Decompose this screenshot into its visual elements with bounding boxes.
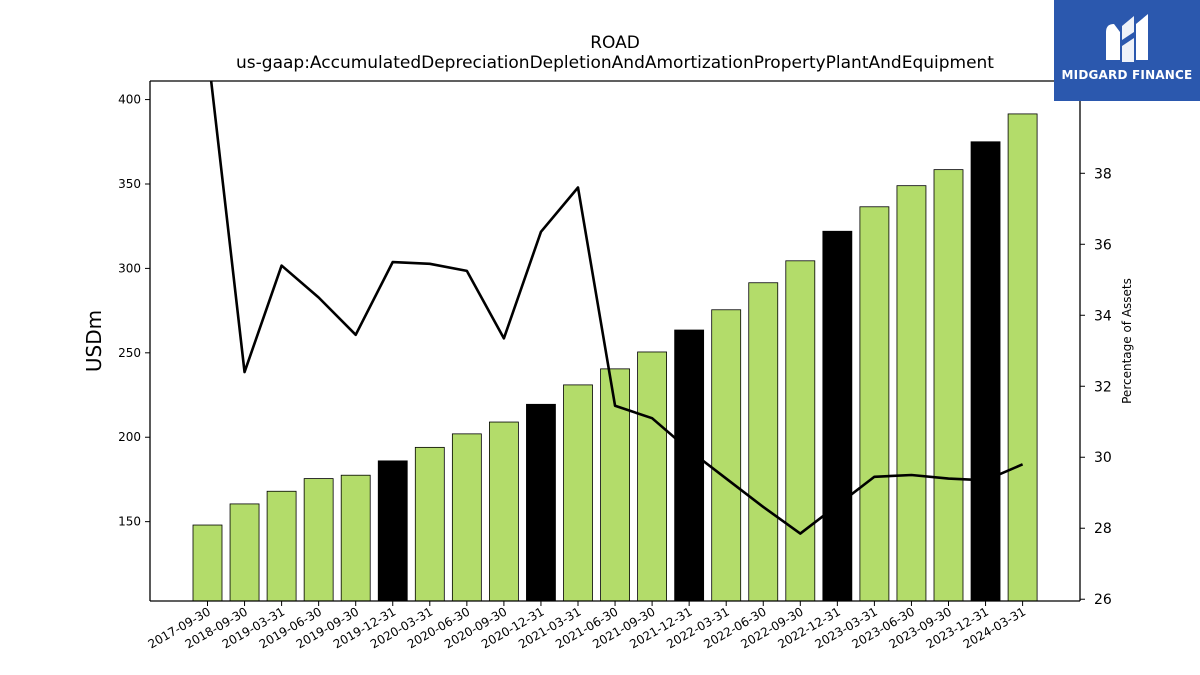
bar-2021-03-31 — [563, 384, 593, 602]
y-tick-label: 250 — [118, 346, 141, 360]
bar-2023-09-30 — [933, 169, 964, 602]
y-axis-label: USDm — [82, 310, 106, 372]
bar-2019-09-30 — [340, 474, 371, 602]
bar-2024-03-31 — [1007, 113, 1038, 602]
y2-tick-label: 26 — [1094, 592, 1112, 608]
brand-name: MIDGARD FINANCE — [1061, 68, 1193, 82]
y-tick-label: 200 — [118, 430, 141, 444]
percentage-line-group — [209, 81, 1024, 535]
y-tick-label: 350 — [118, 177, 141, 191]
midgard-m-icon — [1106, 14, 1148, 62]
y-tick-label: 400 — [118, 93, 141, 107]
bar-2023-03-31 — [859, 206, 890, 602]
y2-tick-label: 32 — [1094, 379, 1112, 395]
bar-2022-03-31 — [711, 309, 742, 602]
bar-2022-06-30 — [748, 282, 779, 602]
bar-2023-12-31 — [970, 141, 1001, 602]
bar-2021-09-30 — [637, 351, 667, 602]
bar-2017-09-30 — [192, 524, 223, 602]
bar-2019-06-30 — [303, 478, 334, 602]
y-tick-label: 300 — [118, 261, 141, 275]
bar-2019-12-31 — [377, 460, 408, 602]
y-tick-label: 150 — [118, 515, 141, 529]
bar-2020-06-30 — [451, 433, 482, 602]
bar-2020-12-31 — [526, 403, 556, 602]
bar-2022-12-31 — [822, 230, 853, 602]
bar-2022-09-30 — [785, 260, 816, 602]
chart-subtitle: us-gaap:AccumulatedDepreciationDepletion… — [236, 53, 994, 73]
chart-title: ROAD — [590, 33, 640, 53]
bar-2023-06-30 — [896, 185, 927, 602]
y2-tick-label: 30 — [1094, 450, 1112, 466]
bar-2020-09-30 — [488, 421, 519, 602]
y2-axis-label: Percentage of Assets — [1120, 278, 1134, 404]
bar-2021-12-31 — [674, 329, 705, 602]
y2-tick-label: 28 — [1094, 521, 1112, 537]
bar-2018-09-30 — [229, 503, 260, 602]
bars-group — [192, 113, 1038, 602]
bar-2021-06-30 — [600, 368, 630, 602]
brand-logo: MIDGARD FINANCE — [1054, 0, 1200, 101]
y2-tick-label: 36 — [1094, 237, 1112, 253]
bar-2020-03-31 — [414, 446, 445, 602]
y2-tick-label: 34 — [1094, 308, 1112, 324]
percentage-line — [209, 81, 1024, 535]
y2-tick-label: 38 — [1094, 166, 1112, 182]
bar-2019-03-31 — [266, 490, 297, 602]
